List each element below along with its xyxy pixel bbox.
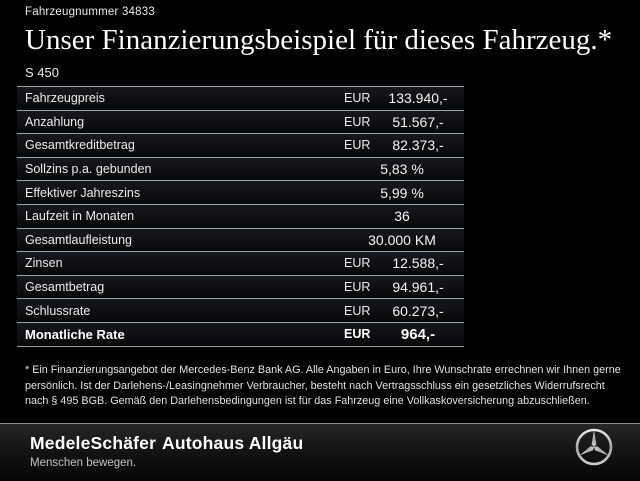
row-value: EUR 12.588,- [344,255,464,271]
dealer-logo: MedeleSchäfer [30,433,157,453]
row-value: EUR 60.273,- [344,303,464,319]
currency-label: EUR [344,327,371,342]
row-value: EUR 94.961,- [344,279,464,295]
row-label: Zinsen [25,256,63,271]
dealer-secondary-logo: Autohaus Allgäu [162,433,304,453]
table-row: Fahrzeugpreis EUR 133.940,- [17,87,464,111]
row-label: Effektiver Jahreszins [25,185,141,200]
table-row: Schlussrate EUR 60.273,- [17,299,464,323]
mercedes-star-icon [575,428,613,466]
row-label: Schlussrate [25,303,91,318]
row-amount: 60.273,- [392,302,444,319]
row-label: Gesamtbetrag [25,280,105,295]
row-value: EUR 51.567,- [344,114,464,130]
table-row: Gesamtkreditbetrag EUR 82.373,- [17,134,464,158]
row-amount: 5,83 % [380,161,424,178]
table-row: Gesamtbetrag EUR 94.961,- [17,275,464,300]
row-label: Fahrzeugpreis [25,91,105,106]
row-amount: 30.000 KM [368,231,436,248]
row-value: 30.000 KM [344,232,464,248]
currency-label: EUR [344,303,371,318]
table-row: Sollzins p.a. gebunden 5,83 % [17,157,464,182]
row-label: Sollzins p.a. gebunden [25,162,152,177]
finance-table: Fahrzeugpreis EUR 133.940,- Anzahlung EUR 51.… [17,86,464,347]
row-label: Gesamtlaufleistung [25,232,133,247]
table-row: Laufzeit in Monaten 36 [17,204,464,229]
table-row: Monatliche Rate EUR 964,- [17,322,464,347]
row-amount: 82.373,- [392,137,444,154]
row-amount: 36 [394,208,410,225]
row-value: 5,83 % [344,161,464,177]
header: Fahrzeugnummer 34833 Unser Finanzierungs… [25,6,612,80]
row-label: Gesamtkreditbetrag [25,138,135,153]
table-row: Anzahlung EUR 51.567,- [17,110,464,135]
row-value: 5,99 % [344,185,464,201]
footer: MedeleSchäfer Autohaus Allgäu Menschen b… [0,423,640,481]
row-value: EUR 82.373,- [344,137,464,153]
row-amount: 133.940,- [388,90,448,107]
table-row: Zinsen EUR 12.588,- [17,252,464,276]
row-amount: 94.961,- [392,279,444,296]
row-amount: 964,- [400,325,436,343]
row-value: EUR 964,- [344,326,464,343]
row-label: Anzahlung [25,114,85,129]
row-label: Laufzeit in Monaten [25,209,135,224]
page-title: Unser Finanzierungsbeispiel für dieses F… [25,24,613,56]
row-amount: 51.567,- [392,113,444,130]
row-label: Monatliche Rate [25,326,125,342]
vehicle-number: Fahrzeugnummer 34833 [25,6,155,18]
row-value: EUR 133.940,- [344,90,464,106]
currency-label: EUR [344,114,371,129]
vehicle-model: S 450 [25,65,59,80]
currency-label: EUR [344,138,371,153]
row-amount: 12.588,- [392,255,444,272]
table-row: Effektiver Jahreszins 5,99 % [17,181,464,205]
dealer-tagline: Menschen bewegen. [30,457,137,469]
table-row: Gesamtlaufleistung 30.000 KM [17,228,464,253]
currency-label: EUR [344,256,371,271]
row-value: 36 [344,208,464,224]
disclaimer-text: * Ein Finanzierungsangebot der Mercedes-… [25,364,621,407]
currency-label: EUR [344,280,371,295]
currency-label: EUR [344,91,371,106]
row-amount: 5,99 % [380,184,424,201]
